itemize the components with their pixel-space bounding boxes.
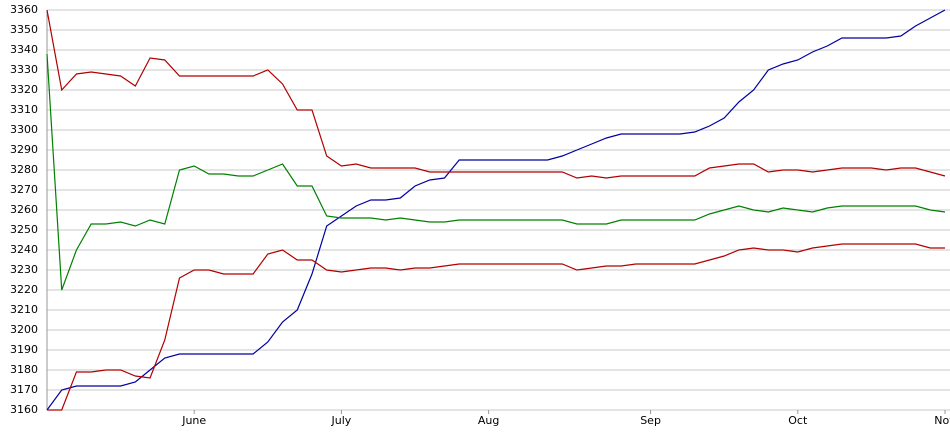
x-tick-label: June — [181, 414, 206, 427]
y-tick-label: 3190 — [10, 343, 38, 356]
x-tick-label: Oct — [788, 414, 808, 427]
y-tick-label: 3270 — [10, 183, 38, 196]
series-line — [47, 243, 945, 411]
y-tick-label: 3210 — [10, 303, 38, 316]
series-line — [46, 53, 946, 291]
y-tick-label: 3220 — [10, 283, 38, 296]
y-tick-label: 3350 — [10, 23, 38, 36]
x-tick-label: Sep — [640, 414, 661, 427]
y-tick-label: 3330 — [10, 63, 38, 76]
y-tick-label: 3320 — [10, 83, 38, 96]
y-tick-label: 3250 — [10, 223, 38, 236]
y-tick-label: 3240 — [10, 243, 38, 256]
x-tick-label: Aug — [478, 414, 499, 427]
y-tick-label: 3160 — [10, 403, 38, 416]
y-tick-label: 3180 — [10, 363, 38, 376]
y-tick-label: 3230 — [10, 263, 38, 276]
y-tick-label: 3260 — [10, 203, 38, 216]
x-tick-label: Nov — [934, 414, 950, 427]
y-tick-label: 3300 — [10, 123, 38, 136]
y-tick-label: 3340 — [10, 43, 38, 56]
y-tick-label: 3170 — [10, 383, 38, 396]
x-tick-label: July — [331, 414, 352, 427]
y-tick-label: 3290 — [10, 143, 38, 156]
series-line — [46, 9, 946, 411]
y-tick-label: 3360 — [10, 3, 38, 16]
y-tick-label: 3200 — [10, 323, 38, 336]
y-tick-label: 3310 — [10, 103, 38, 116]
y-tick-label: 3280 — [10, 163, 38, 176]
series-line — [46, 9, 946, 179]
